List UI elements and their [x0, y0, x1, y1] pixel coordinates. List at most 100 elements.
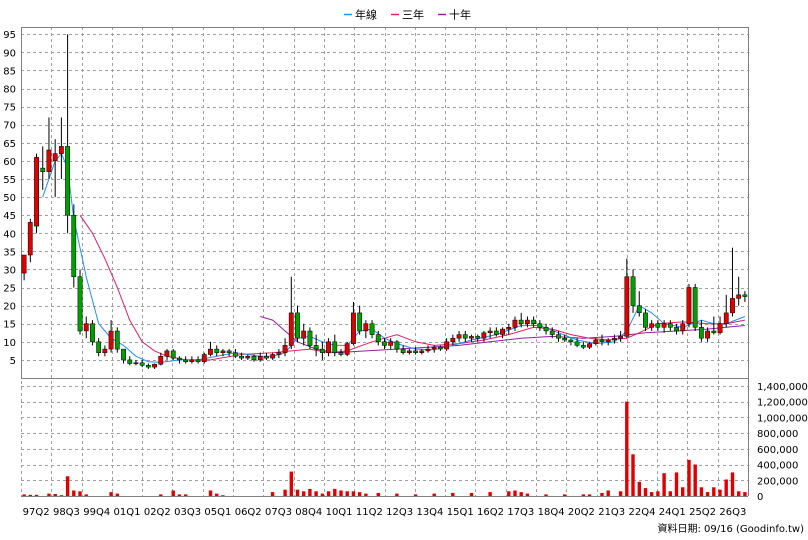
candle-body [369, 323, 375, 335]
volume-tick-label: 200,000 [757, 476, 798, 487]
volume-bar [115, 493, 119, 496]
candle-body [46, 149, 52, 172]
candle-body [655, 323, 661, 328]
volume-bar [65, 476, 70, 496]
volume-bar [631, 454, 635, 496]
x-tick-label: 18Q4 [538, 507, 565, 518]
price-axis-ticks: 5 10 15 20 25 30 35 40 45 50 55 60 65 70 75 80 85 90 95 [3, 30, 16, 367]
candle-body [313, 345, 319, 350]
volume-bars [22, 401, 747, 496]
candle-body [139, 362, 145, 366]
candle-body [562, 337, 568, 341]
volume-bar [364, 493, 368, 496]
candle-body [487, 330, 493, 334]
candle-body [232, 352, 238, 357]
volume-bar [270, 492, 275, 496]
candle-body [394, 341, 400, 350]
candle-body [437, 346, 443, 350]
price-tick-label: 10 [3, 338, 16, 349]
candle-body [357, 312, 363, 332]
x-tick-label: 17Q3 [507, 507, 534, 518]
candle-body [288, 312, 294, 346]
candle-body [680, 323, 686, 332]
volume-bar [283, 489, 287, 496]
candle-body [127, 359, 133, 364]
volume-bar [413, 494, 418, 496]
candle-body [431, 346, 437, 350]
candle-body [674, 327, 679, 332]
candle-body [257, 356, 263, 361]
volume-bar [432, 493, 436, 496]
x-tick-label: 05Q1 [204, 507, 231, 518]
candle-body [643, 312, 648, 328]
volume-bar [208, 490, 213, 496]
x-tick-label: 97Q2 [23, 507, 50, 518]
price-tick-label: 90 [3, 48, 16, 59]
price-tick-label: 5 [10, 356, 16, 367]
candle-body [618, 336, 623, 339]
candle-body [338, 352, 344, 355]
candle-body [506, 327, 512, 330]
candle-body [686, 287, 692, 324]
volume-bar [357, 492, 362, 496]
price-tick-label: 50 [3, 193, 16, 204]
volume-bar [693, 464, 697, 496]
x-tick-label: 22Q4 [628, 507, 655, 518]
candle-body [164, 350, 170, 357]
candle-body [21, 254, 27, 274]
volume-tick-label: 1,000,000 [757, 413, 808, 424]
candle-body [326, 341, 331, 353]
volume-bar [308, 488, 312, 496]
candle-body [195, 359, 201, 362]
volume-bar [674, 472, 679, 496]
candle-body [649, 323, 655, 328]
price-tick-label: 60 [3, 157, 16, 168]
candle-body [481, 332, 487, 339]
candle-body [102, 348, 108, 353]
candle-body [605, 339, 611, 343]
volume-bar [656, 491, 660, 496]
candle-body [344, 343, 350, 355]
volume-bar [295, 489, 300, 496]
volume-bar [72, 490, 76, 496]
candle-body [698, 327, 704, 339]
candle-body [145, 365, 151, 368]
candle-body [177, 357, 182, 361]
x-axis-ticks: 97Q2 98Q3 99Q4 01Q1 02Q2 03Q3 05Q1 06Q2 07Q3 08Q4… [23, 507, 747, 518]
price-panel-frame [21, 27, 749, 379]
candle-body [77, 276, 83, 332]
candle-body [282, 345, 288, 353]
x-tick-label: 02Q2 [144, 507, 171, 518]
volume-bar [681, 487, 685, 496]
volume-bar [215, 493, 219, 496]
candle-body [108, 330, 114, 350]
volume-bar [668, 491, 672, 496]
candle-body [307, 330, 313, 346]
volume-bar [221, 495, 225, 496]
candle-body [543, 327, 549, 332]
x-tick-label: 10Q1 [326, 507, 353, 518]
volume-bar [171, 490, 175, 496]
x-tick-label: 12Q3 [386, 507, 413, 518]
volume-bar [699, 487, 704, 496]
price-tick-label: 30 [3, 265, 16, 276]
price-tick-label: 55 [3, 175, 16, 186]
candle-body [462, 334, 468, 339]
candle-body [52, 153, 58, 162]
volume-bar [53, 494, 57, 496]
ma-3y-line [79, 214, 745, 361]
candle-body [208, 348, 213, 355]
volume-tick-label: 0 [757, 492, 763, 503]
volume-bar [525, 493, 530, 496]
candle-body [71, 214, 77, 277]
volume-bar [743, 492, 747, 496]
candle-body [96, 341, 102, 353]
volume-bar [507, 491, 511, 496]
candle-body [599, 339, 605, 343]
candle-body [469, 336, 474, 339]
x-tick-label: 07Q3 [265, 507, 292, 518]
x-tick-label: 98Q3 [53, 507, 80, 518]
price-tick-label: 85 [3, 66, 16, 77]
volume-bar [637, 481, 641, 496]
price-tick-label: 75 [3, 103, 16, 114]
